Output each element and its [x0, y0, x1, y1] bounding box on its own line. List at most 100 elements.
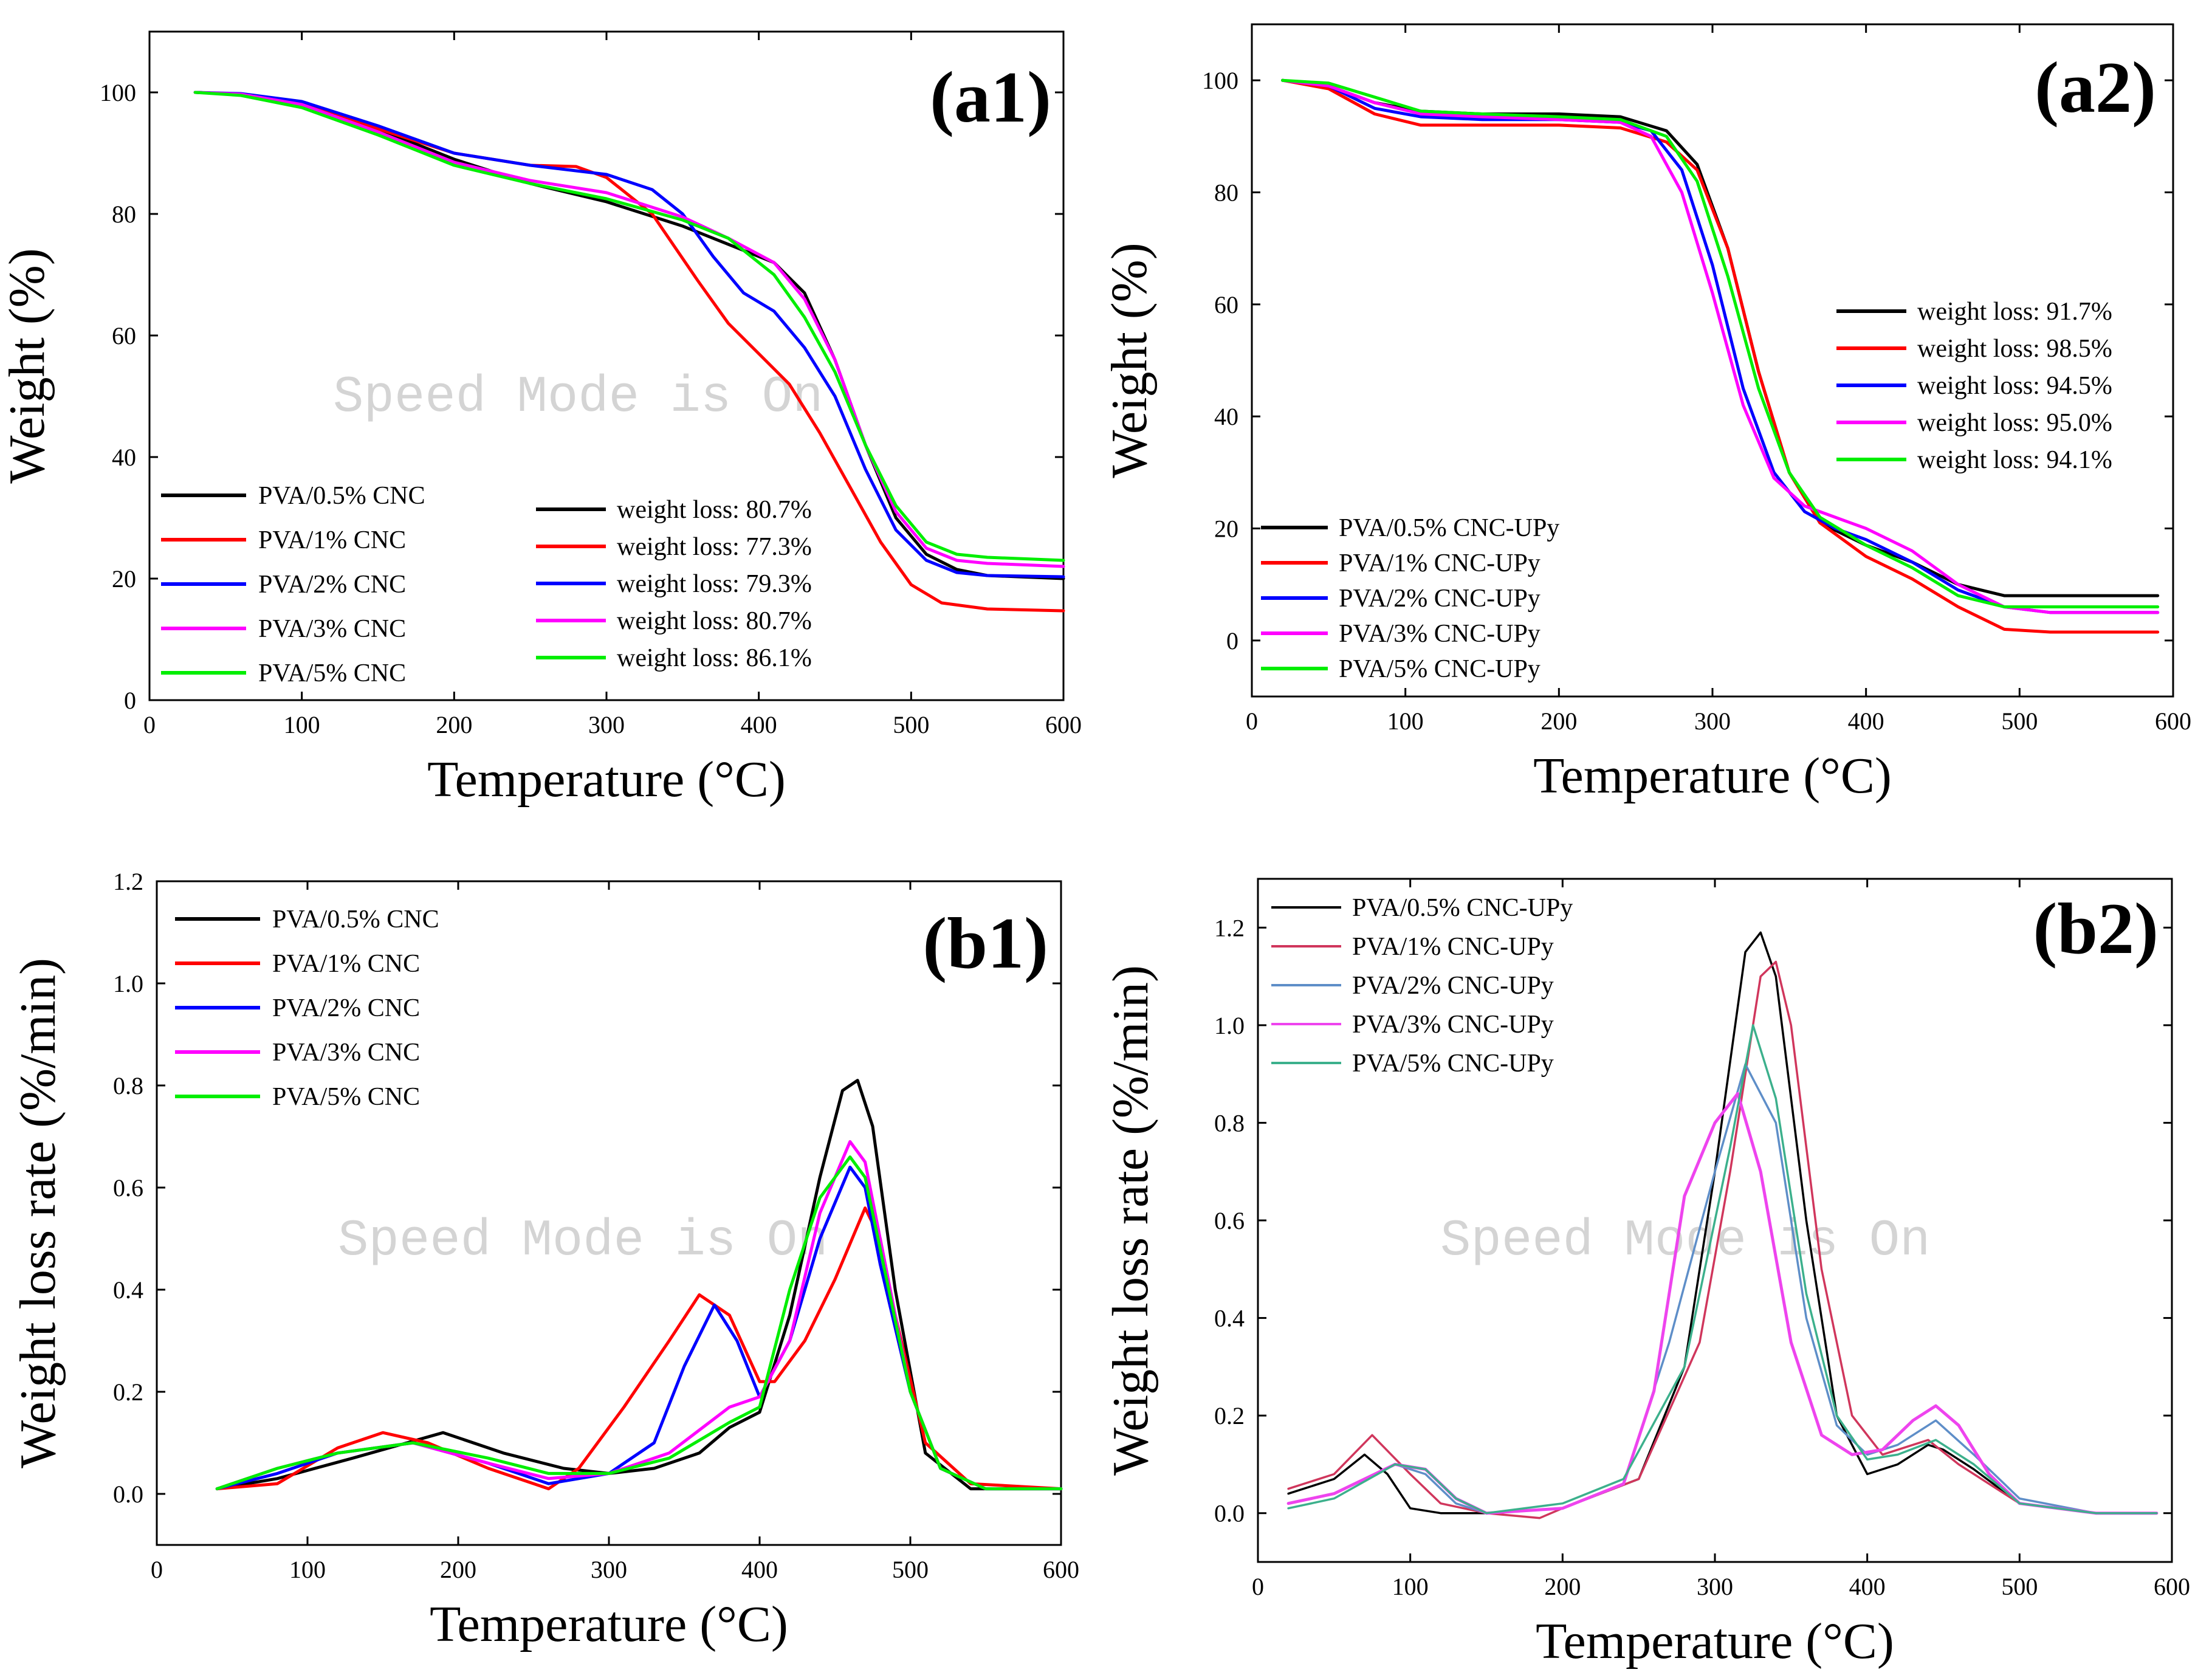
- legend-label: PVA/5% CNC: [258, 659, 406, 687]
- y-tick-label: 80: [1214, 179, 1238, 207]
- y-tick-label: 1.0: [113, 970, 143, 997]
- x-axis-title: Temperature (°C): [427, 751, 786, 808]
- y-tick-label: 100: [1202, 67, 1238, 94]
- legend-label: PVA/0.5% CNC-UPy: [1352, 894, 1573, 922]
- legend-label: PVA/5% CNC: [272, 1083, 420, 1111]
- annotation-label: weight loss: 80.7%: [617, 496, 812, 524]
- x-tick-label: 300: [1694, 707, 1731, 735]
- y-axis-title: Weight loss rate (%/min): [10, 958, 66, 1468]
- annotation-label: weight loss: 79.3%: [617, 570, 812, 598]
- y-tick-label: 0.0: [113, 1481, 143, 1508]
- legend-label: PVA/3% CNC: [272, 1039, 420, 1067]
- series-line-5: [1281, 78, 2160, 608]
- series-line-3: [1287, 1063, 2158, 1515]
- y-axis-title: Weight (%): [0, 248, 55, 483]
- x-axis-title: Temperature (°C): [1536, 1613, 1894, 1670]
- legend-label: PVA/2% CNC: [258, 571, 406, 599]
- annotation-label: weight loss: 94.1%: [1917, 446, 2112, 474]
- panel-label: (b2): [2033, 888, 2159, 969]
- plot-frame: [148, 30, 1065, 701]
- legend-label: PVA/1% CNC: [258, 526, 406, 554]
- legend-label: PVA/3% CNC: [258, 615, 406, 643]
- y-tick-label: 0: [1226, 627, 1238, 655]
- x-tick-label: 100: [1392, 1573, 1429, 1600]
- y-axis-title: Weight (%): [1101, 242, 1158, 478]
- y-tick-label: 0.4: [113, 1276, 143, 1304]
- y-tick-label: 40: [1214, 403, 1238, 430]
- annotation-label: weight loss: 98.5%: [1917, 335, 2112, 363]
- legend-label: PVA/1% CNC-UPy: [1339, 549, 1540, 577]
- y-tick-label: 0.2: [113, 1378, 143, 1406]
- y-tick-label: 0.8: [1214, 1109, 1245, 1137]
- series-line-1: [215, 1079, 1063, 1491]
- annotation-label: weight loss: 94.5%: [1917, 372, 2112, 400]
- x-tick-label: 400: [741, 711, 777, 738]
- legend-label: PVA/3% CNC-UPy: [1339, 620, 1540, 648]
- legend-label: PVA/1% CNC-UPy: [1352, 933, 1554, 961]
- y-axis-title: Weight loss rate (%/min): [1102, 965, 1159, 1476]
- legend-label: PVA/2% CNC: [272, 994, 420, 1022]
- x-tick-label: 500: [2001, 1573, 2038, 1600]
- annotation-label: weight loss: 86.1%: [617, 644, 812, 672]
- x-tick-label: 400: [1848, 707, 1884, 735]
- panel-label: (a1): [930, 57, 1051, 137]
- y-tick-label: 1.0: [1214, 1012, 1245, 1039]
- series-line-4: [193, 91, 1065, 568]
- x-axis-title: Temperature (°C): [430, 1596, 788, 1653]
- x-tick-label: 0: [143, 711, 156, 738]
- y-tick-label: 60: [112, 322, 136, 349]
- y-tick-label: 80: [112, 201, 136, 228]
- panel-b1: 0 100 200 300 400 500 600 0.0 0.2 0.4 0.6 0.8 1.0 1.2…: [10, 868, 1079, 1653]
- legend-label: PVA/5% CNC-UPy: [1339, 655, 1540, 683]
- x-tick-label: 0: [1246, 707, 1258, 735]
- x-tick-label: 300: [1697, 1573, 1733, 1600]
- legend-label: PVA/0.5% CNC: [272, 906, 439, 934]
- panel-label: (a2): [2035, 47, 2156, 128]
- x-axis-title: Temperature (°C): [1533, 748, 1892, 804]
- series-line-4: [215, 1140, 1063, 1491]
- x-tick-label: 500: [893, 711, 929, 738]
- x-tick-label: 100: [1387, 707, 1424, 735]
- x-tick-label: 200: [436, 711, 472, 738]
- series-line-5: [215, 1155, 1063, 1491]
- annotation-label: weight loss: 80.7%: [617, 607, 812, 635]
- y-tick-label: 100: [100, 79, 136, 106]
- watermark: Speed Mode is On: [338, 1212, 828, 1270]
- x-tick-label: 0: [1252, 1573, 1264, 1600]
- legend-label: PVA/2% CNC-UPy: [1339, 585, 1540, 613]
- y-tick-label: 0.6: [113, 1174, 143, 1202]
- x-tick-label: 300: [588, 711, 625, 738]
- x-tick-label: 600: [1045, 711, 1082, 738]
- legend-label: PVA/0.5% CNC: [258, 482, 425, 510]
- series-line-1: [1287, 931, 2158, 1515]
- legend-label: PVA/2% CNC-UPy: [1352, 972, 1554, 1000]
- y-tick-label: 0: [124, 687, 136, 714]
- panel-label: (b1): [922, 903, 1048, 983]
- y-tick-label: 0.8: [113, 1072, 143, 1099]
- series-line-4: [1281, 78, 2160, 614]
- x-tick-label: 100: [289, 1556, 326, 1583]
- x-tick-label: 0: [151, 1556, 163, 1583]
- series-line-3: [1281, 78, 2160, 614]
- series-line-2: [193, 91, 1065, 613]
- panel-a1: 0 100 200 300 400 500 600 0 20 40 60 80 100 Temperatu…: [0, 30, 1082, 808]
- y-tick-label: 20: [1214, 515, 1238, 543]
- series-line-5: [193, 91, 1065, 562]
- y-tick-label: 0.6: [1214, 1207, 1245, 1234]
- annotation-label: weight loss: 77.3%: [617, 533, 812, 561]
- y-tick-label: 40: [112, 444, 136, 471]
- y-tick-label: 0.2: [1214, 1402, 1245, 1429]
- legend-label: PVA/3% CNC-UPy: [1352, 1011, 1554, 1039]
- y-tick-label: 20: [112, 565, 136, 593]
- x-tick-label: 300: [591, 1556, 627, 1583]
- panel-a2: 0 100 200 300 400 500 600 0 20 40 60 80 100 Temperatu…: [1101, 23, 2191, 804]
- legend-label: PVA/1% CNC: [272, 950, 420, 978]
- series-line-4: [1286, 1092, 2159, 1515]
- annotation-label: weight loss: 95.0%: [1917, 409, 2112, 437]
- y-tick-label: 0.4: [1214, 1305, 1245, 1332]
- series-line-2: [1281, 78, 2160, 634]
- y-tick-label: 0.0: [1214, 1500, 1245, 1527]
- series-line-2: [1287, 960, 2158, 1519]
- legend-label: PVA/0.5% CNC-UPy: [1339, 514, 1559, 542]
